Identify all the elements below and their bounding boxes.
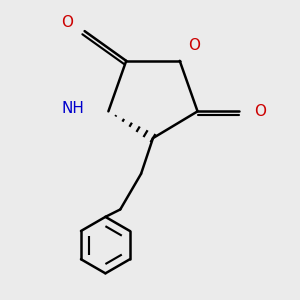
Text: O: O — [61, 15, 73, 30]
Text: O: O — [189, 38, 201, 53]
Text: NH: NH — [61, 101, 84, 116]
Text: O: O — [254, 104, 266, 119]
